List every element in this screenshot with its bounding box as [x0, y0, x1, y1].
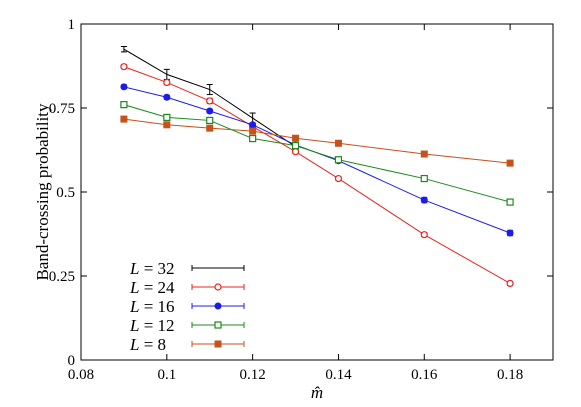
data-point — [420, 196, 428, 204]
data-point — [206, 124, 214, 132]
x-tick-label: 0.08 — [68, 367, 94, 383]
data-point — [506, 198, 514, 206]
data-point — [120, 63, 128, 71]
legend-label-variable: L — [129, 335, 139, 354]
y-tick-label: 0.5 — [56, 185, 75, 201]
data-point — [334, 139, 342, 147]
data-point — [506, 159, 514, 167]
data-point — [206, 107, 214, 115]
legend-item: L = 8 — [129, 335, 245, 354]
data-point — [420, 174, 428, 183]
legend-label-value: = 16 — [139, 297, 174, 316]
data-point — [249, 121, 257, 129]
data-point — [334, 156, 343, 164]
legend-label-variable: L — [129, 259, 139, 278]
y-tick-label: 1 — [68, 17, 76, 33]
data-point — [163, 93, 171, 101]
series-layer — [120, 46, 514, 287]
legend-label: L = 8 — [129, 335, 166, 354]
data-point — [249, 134, 257, 143]
legend-item: L = 24 — [129, 278, 245, 297]
data-point — [506, 279, 514, 287]
data-point — [214, 302, 222, 310]
data-point — [506, 229, 514, 237]
series-line — [123, 66, 511, 284]
series-line — [123, 86, 511, 234]
data-point — [214, 283, 222, 291]
legend-label: L = 24 — [129, 278, 175, 297]
data-point — [163, 113, 171, 122]
legend-item: L = 12 — [129, 316, 245, 335]
axis-ticks: 0.08 0.1 0.12 0.14 0.16 0.18 0 0.25 0.5 0.75 1 — [49, 17, 553, 383]
data-point — [163, 78, 171, 87]
data-point — [120, 115, 128, 123]
data-point — [291, 148, 300, 156]
data-point — [163, 121, 171, 129]
data-point — [420, 231, 428, 239]
legend-label-variable: L — [129, 316, 139, 335]
x-tick-label: 0.12 — [240, 367, 266, 383]
legend-label-variable: L — [129, 297, 139, 316]
data-point — [214, 321, 222, 329]
data-point — [420, 150, 428, 158]
legend-label: L = 12 — [129, 316, 175, 335]
y-tick-label: 0.75 — [49, 101, 75, 117]
data-point — [206, 97, 214, 105]
x-tick-label: 0.1 — [157, 367, 176, 383]
legend: L = 32L = 24L = 16L = 12L = 8 — [129, 259, 245, 354]
data-point — [334, 174, 343, 183]
y-tick-label: 0 — [68, 353, 76, 369]
legend-label: L = 32 — [129, 259, 175, 278]
x-tick-label: 0.14 — [325, 367, 352, 383]
legend-item: L = 16 — [129, 297, 245, 316]
data-point — [120, 83, 128, 91]
series-l16 — [120, 83, 514, 237]
legend-item: L = 32 — [129, 259, 245, 278]
legend-label: L = 16 — [129, 297, 175, 316]
legend-label-value: = 32 — [139, 259, 174, 278]
legend-label-value: = 12 — [139, 316, 174, 335]
y-axis-label: Band-crossing probability — [33, 103, 52, 281]
series-l8 — [120, 115, 514, 167]
legend-label-value: = 24 — [139, 278, 175, 297]
data-point — [291, 142, 300, 150]
legend-label-variable: L — [129, 278, 139, 297]
series-l12 — [120, 101, 514, 206]
series-line — [123, 104, 511, 203]
data-point — [249, 127, 257, 135]
data-point — [214, 340, 222, 348]
x-tick-label: 0.18 — [497, 367, 523, 383]
x-tick-label: 0.16 — [411, 367, 438, 383]
x-axis-label: m̂ — [311, 383, 323, 402]
series-line — [123, 118, 511, 164]
y-tick-label: 0.25 — [49, 269, 75, 285]
data-point — [206, 116, 214, 125]
legend-label-value: = 8 — [139, 335, 166, 354]
series-l24 — [120, 63, 514, 287]
data-point — [120, 101, 128, 109]
data-point — [292, 134, 300, 142]
